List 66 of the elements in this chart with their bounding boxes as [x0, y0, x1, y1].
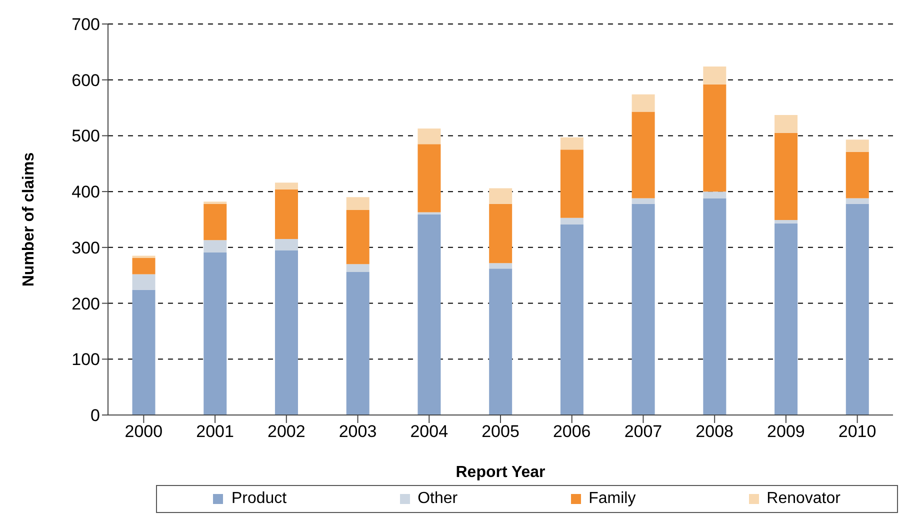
- x-tick-label: 2008: [696, 422, 734, 442]
- bar: [632, 94, 655, 112]
- y-tick-label: 300: [72, 238, 100, 258]
- bar: [274, 250, 298, 415]
- bar: [560, 224, 584, 415]
- x-tick-label: 2001: [196, 422, 234, 442]
- bar: [346, 264, 370, 272]
- bar: [489, 188, 512, 204]
- bar: [418, 144, 441, 212]
- bar: [204, 240, 227, 252]
- bar: [703, 192, 726, 198]
- x-tick-label: 2002: [267, 422, 306, 442]
- y-axis-title: Number of claims: [20, 152, 38, 287]
- x-tick-label: 2009: [767, 422, 805, 442]
- bar: [274, 182, 298, 190]
- bar: [346, 197, 370, 210]
- y-tick-label: 500: [72, 126, 100, 146]
- x-tick-label: 2006: [552, 422, 591, 442]
- bar: [846, 198, 869, 204]
- bar: [489, 268, 512, 415]
- bar: [846, 204, 869, 415]
- bar: [346, 272, 370, 415]
- bar: [346, 210, 370, 264]
- bar: [703, 66, 726, 84]
- bar: [560, 150, 584, 218]
- legend-label: Family: [588, 490, 636, 508]
- bar: [132, 274, 156, 290]
- bar: [204, 204, 227, 240]
- legend-label: Other: [418, 490, 458, 508]
- bar: [560, 218, 584, 225]
- y-tick-label: 0: [90, 406, 100, 426]
- bar: [632, 198, 655, 204]
- bar: [418, 214, 441, 415]
- bar: [560, 137, 584, 150]
- bar: [774, 115, 798, 133]
- bar: [204, 252, 227, 415]
- bar: [703, 84, 726, 192]
- legend-label: Renovator: [766, 490, 840, 508]
- bar: [632, 204, 655, 415]
- bar: [418, 128, 441, 144]
- bar: [274, 189, 298, 240]
- y-tick-label: 700: [72, 15, 100, 34]
- bar: [489, 204, 512, 264]
- bar: [132, 258, 156, 274]
- bar: [846, 152, 869, 198]
- bar: [774, 223, 798, 415]
- bar: [632, 112, 655, 198]
- x-tick-label: 2005: [482, 422, 520, 442]
- bar: [774, 220, 798, 224]
- bar: [774, 132, 798, 220]
- x-axis-title: Report Year: [456, 464, 546, 481]
- y-tick-label: 200: [72, 294, 100, 314]
- y-tick-label: 400: [72, 182, 100, 202]
- bar: [274, 239, 298, 250]
- y-tick-label: 100: [72, 350, 100, 370]
- legend-label: Product: [231, 490, 287, 508]
- x-tick-label: 2007: [624, 422, 662, 442]
- bar: [846, 140, 869, 152]
- x-tick-label: 2010: [838, 422, 876, 442]
- bar: [132, 290, 156, 415]
- bar: [703, 198, 726, 415]
- x-tick-label: 2000: [124, 422, 163, 442]
- x-tick-label: 2003: [338, 422, 377, 442]
- x-tick-label: 2004: [410, 422, 448, 442]
- y-tick-label: 600: [72, 70, 100, 90]
- bar: [489, 263, 512, 269]
